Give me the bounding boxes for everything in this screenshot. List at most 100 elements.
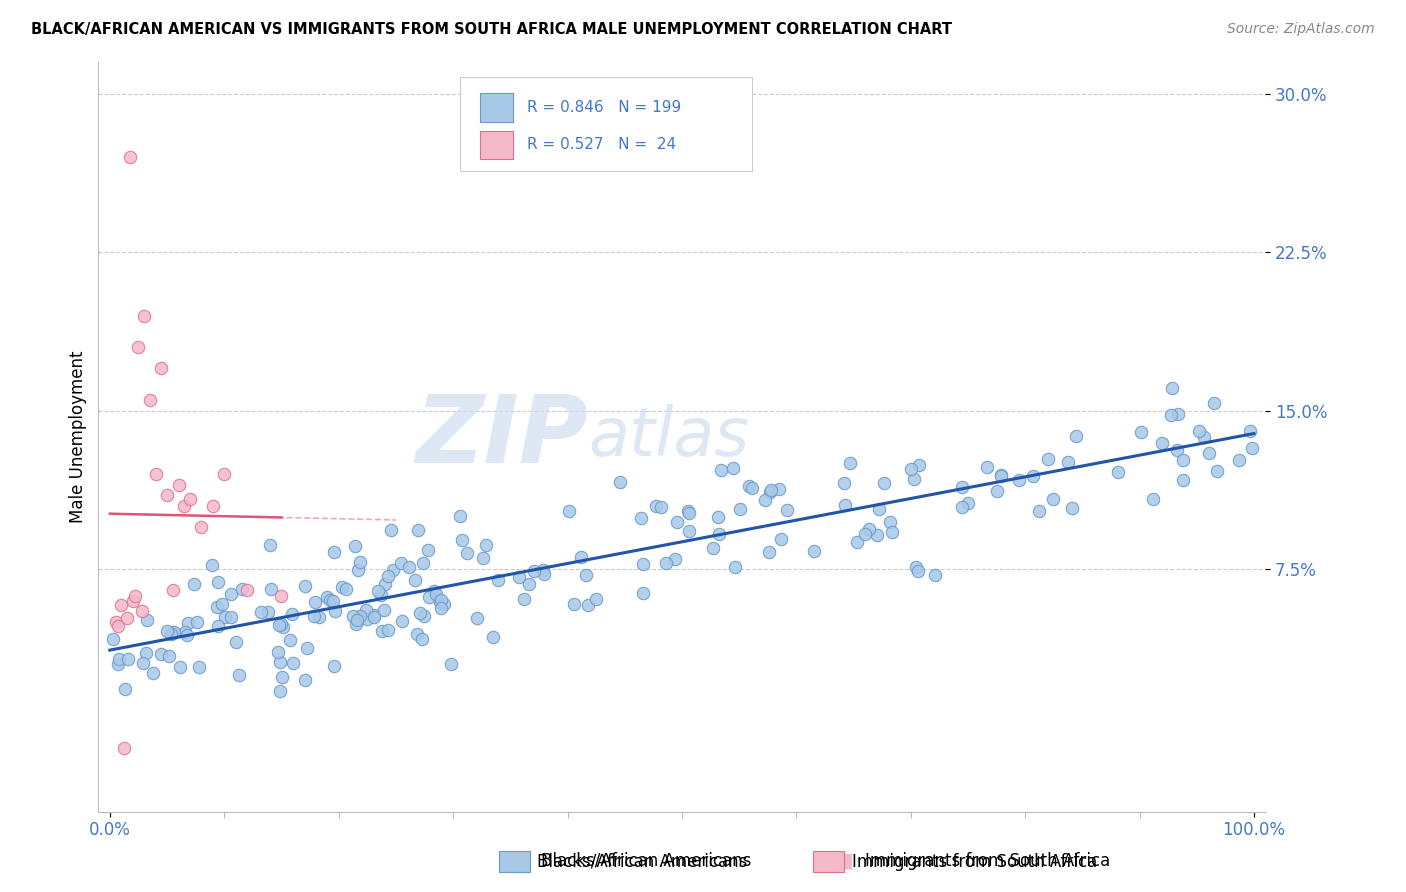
Point <box>1198 446 1220 460</box>
Point <box>471 551 494 566</box>
Point <box>190 520 212 534</box>
Point <box>214 467 236 481</box>
Point <box>533 566 555 581</box>
Point <box>562 597 585 611</box>
Point <box>259 538 281 552</box>
Point <box>1056 455 1078 469</box>
Point <box>803 544 825 558</box>
Text: Blacks/African Americans: Blacks/African Americans <box>541 852 752 870</box>
Point <box>219 587 242 601</box>
Point <box>167 477 190 491</box>
Point <box>356 603 378 617</box>
Point <box>323 658 346 673</box>
FancyBboxPatch shape <box>479 130 513 159</box>
Point <box>631 557 654 571</box>
Point <box>879 516 901 530</box>
Point <box>832 475 855 490</box>
Point <box>163 625 186 640</box>
Point <box>107 657 129 672</box>
Point <box>644 500 666 514</box>
Point <box>1142 491 1164 506</box>
Point <box>869 501 891 516</box>
Point <box>903 472 925 486</box>
Point <box>107 619 129 633</box>
Point <box>1206 464 1229 478</box>
Text: R = 0.846   N = 199: R = 0.846 N = 199 <box>527 100 681 115</box>
Point <box>1042 491 1064 506</box>
Point <box>575 567 598 582</box>
Point <box>905 560 928 574</box>
Text: atlas: atlas <box>589 404 749 470</box>
Point <box>162 583 184 598</box>
Point <box>1107 465 1129 479</box>
Point <box>1173 473 1195 487</box>
Point <box>132 657 155 671</box>
Point <box>418 543 440 558</box>
Point <box>1130 425 1153 440</box>
Point <box>430 601 453 615</box>
Point <box>398 560 420 574</box>
Point <box>201 558 224 573</box>
Point <box>363 610 385 624</box>
Point <box>104 615 127 629</box>
Point <box>131 604 153 618</box>
Point <box>115 610 138 624</box>
Point <box>1028 504 1050 518</box>
Point <box>569 549 592 564</box>
Point <box>404 574 426 588</box>
Point <box>666 515 689 529</box>
Point <box>741 481 763 495</box>
Point <box>609 475 631 489</box>
Point <box>382 563 405 577</box>
Point <box>391 614 413 628</box>
Point <box>759 484 782 499</box>
Point <box>758 545 780 559</box>
Point <box>270 590 292 604</box>
Point <box>950 500 973 514</box>
Point <box>256 605 278 619</box>
Point <box>225 635 247 649</box>
Point <box>377 569 399 583</box>
Point <box>187 660 209 674</box>
Point <box>425 587 447 601</box>
Point <box>101 632 124 646</box>
Point <box>160 627 183 641</box>
Point <box>709 526 731 541</box>
Point <box>342 609 364 624</box>
Point <box>866 528 889 542</box>
Point <box>121 593 143 607</box>
Point <box>270 616 292 631</box>
Point <box>557 503 579 517</box>
Point <box>127 340 149 354</box>
Point <box>834 498 856 512</box>
Point <box>316 591 339 605</box>
Point <box>770 533 793 547</box>
Point <box>367 583 389 598</box>
Point <box>207 599 229 614</box>
Point <box>114 682 136 697</box>
Point <box>440 657 463 672</box>
Point <box>413 609 436 624</box>
Point <box>228 668 250 682</box>
Point <box>412 556 434 570</box>
Point <box>486 573 509 587</box>
Point <box>523 564 546 578</box>
Point <box>294 673 316 688</box>
Point <box>371 624 394 639</box>
Point <box>271 619 294 633</box>
Point <box>142 665 165 680</box>
Point <box>108 652 131 666</box>
Point <box>1161 381 1184 395</box>
Point <box>678 524 700 538</box>
Point <box>1160 408 1182 422</box>
FancyBboxPatch shape <box>479 93 513 121</box>
Point <box>976 460 998 475</box>
Text: Immigrants from South Africa: Immigrants from South Africa <box>865 852 1109 870</box>
Point <box>330 581 353 595</box>
Point <box>343 539 366 553</box>
Point <box>112 741 135 756</box>
Point <box>124 590 146 604</box>
Point <box>1192 429 1215 443</box>
Point <box>294 579 316 593</box>
Point <box>710 463 733 477</box>
